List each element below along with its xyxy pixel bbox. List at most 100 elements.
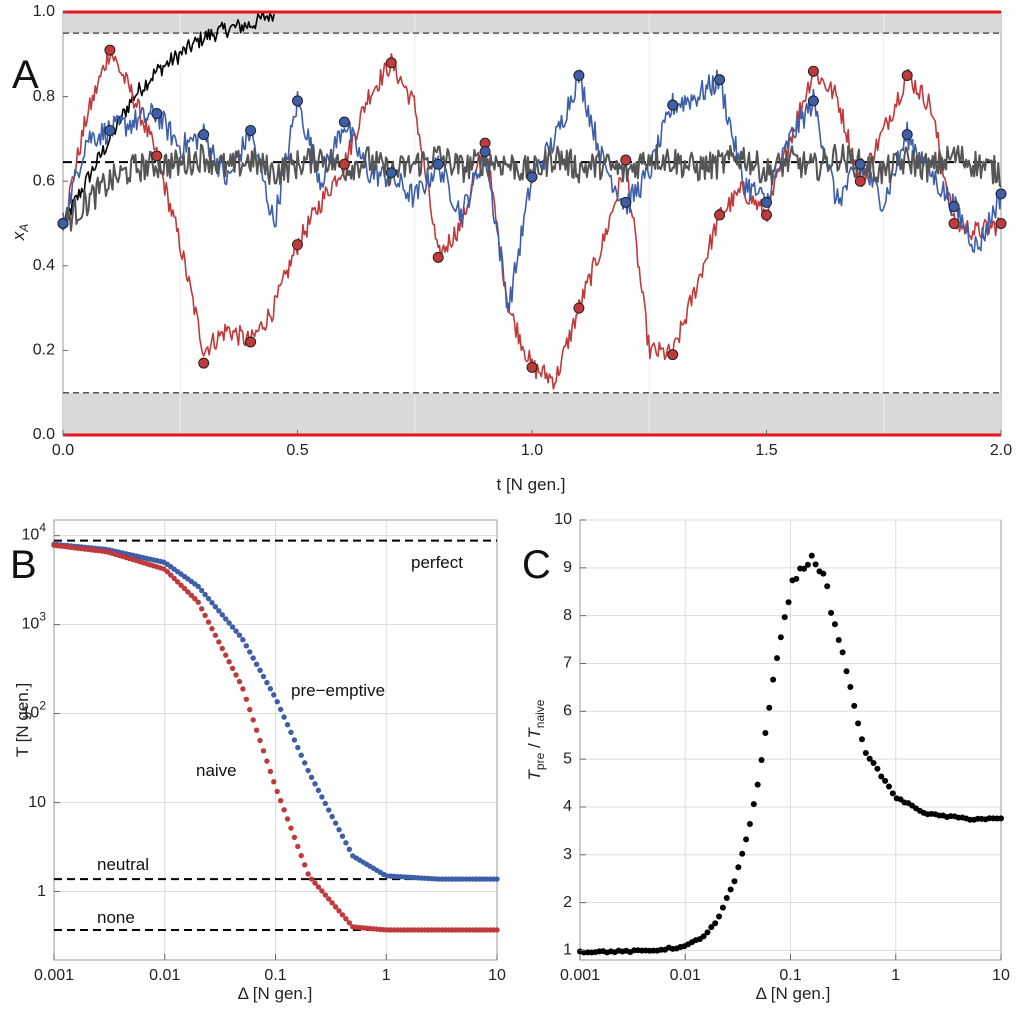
x-tick-label: 0.1 [779, 967, 801, 984]
red-point [178, 582, 184, 588]
y-tick-label: 3 [563, 846, 572, 863]
blue-point [274, 699, 280, 705]
panel-b-points [51, 541, 500, 933]
red-point [260, 748, 267, 754]
ratio-point [743, 836, 750, 843]
x-tick-label: 0.01 [149, 967, 180, 984]
red-point [308, 876, 315, 882]
blue-marker [620, 196, 632, 208]
panel-c-y-axis-label: Tpre / Tnaive [525, 699, 547, 780]
red-marker [526, 361, 538, 373]
blue-marker [948, 201, 960, 213]
blue-point [233, 628, 239, 634]
panel-a-letter: A [12, 53, 39, 97]
panel-a-shaded-bands [63, 12, 1001, 435]
blue-point [260, 673, 267, 680]
blue-marker [292, 95, 303, 107]
y-tick-label: 103 [22, 610, 47, 633]
blue-point [291, 737, 298, 743]
blue-point [315, 787, 322, 794]
ratio-point [793, 575, 800, 582]
red-point [209, 625, 215, 632]
red-point [216, 639, 222, 645]
red-point [212, 632, 219, 638]
red-point [250, 717, 256, 723]
ratio-point [858, 736, 865, 743]
y-tick-exponent: 2 [39, 699, 46, 713]
ratio-point [700, 933, 707, 940]
label-pre-emptive: pre−emptive [291, 681, 385, 700]
ratio-point [870, 759, 877, 766]
red-marker [995, 218, 1007, 229]
panel-c-grid [580, 519, 1001, 960]
red-point [205, 619, 212, 625]
panel-a-x-tick-labels: 0.0 0.5 1.0 1.5 2.0 [52, 430, 1012, 459]
blue-point [308, 774, 315, 780]
panel-b-grid [54, 520, 497, 960]
blue-point [229, 624, 236, 630]
red-point [174, 579, 181, 585]
blue-point [202, 591, 208, 598]
panel-a-y-axis-label: xA [9, 224, 31, 242]
red-marker [948, 218, 960, 229]
ratio-point [727, 886, 734, 893]
x-tick-label: 1 [891, 967, 900, 984]
blue-marker [854, 158, 866, 170]
red-marker [714, 209, 726, 221]
blue-point [319, 794, 325, 800]
ratio-point [712, 920, 719, 927]
red-trajectory [62, 51, 1002, 390]
ratio-point [998, 815, 1004, 822]
panel-c-x-tick-labels: 0.001 0.01 0.1 1 10 [560, 954, 1010, 984]
red-point [219, 645, 225, 652]
red-marker [338, 158, 350, 170]
red-marker [573, 302, 585, 314]
panel-a: 0.0 0.5 1.0 1.5 2.0 0.0 0.2 0.4 0.6 0.8 1.0 A t [… [9, 3, 1012, 494]
c-ylabel-s2: naive [533, 699, 547, 728]
y-tick-label: 1.0 [33, 3, 55, 20]
red-point [192, 595, 198, 602]
x-tick-label: 0.001 [34, 967, 74, 984]
ratio-point [889, 790, 896, 797]
y-tick-base: 10 [22, 705, 40, 722]
panel-b-y-axis-label: T [N gen.] [13, 683, 32, 757]
red-point [202, 612, 208, 619]
red-marker [620, 154, 632, 166]
x-tick-label: 10 [488, 967, 506, 984]
ratio-point [843, 668, 850, 675]
red-point [288, 825, 294, 831]
blue-marker [432, 158, 444, 170]
red-point [236, 678, 243, 685]
ratio-point [735, 864, 742, 871]
blue-marker [57, 218, 69, 229]
blue-trajectory [62, 69, 1002, 312]
red-point [277, 797, 284, 804]
panel-a-trajectories [62, 13, 1002, 390]
red-marker [807, 65, 819, 77]
blue-point [267, 686, 274, 692]
ratio-point [855, 720, 862, 727]
red-point [291, 834, 298, 841]
blue-point [226, 620, 232, 626]
blue-point [301, 760, 308, 766]
panel-c-points [577, 552, 1004, 956]
blue-marker [995, 188, 1007, 200]
red-point [329, 900, 335, 906]
y-tick-label: 10 [28, 794, 46, 811]
blue-point [277, 706, 284, 713]
blue-point [236, 632, 243, 638]
panel-b-letter: B [10, 543, 37, 587]
y-tick-label: 2 [563, 894, 572, 911]
upper-shaded-band [63, 12, 1001, 34]
blue-point [209, 599, 215, 606]
ratio-point [731, 878, 738, 885]
blue-point [322, 800, 328, 807]
blue-marker [198, 129, 210, 141]
blue-marker [385, 167, 397, 179]
y-tick-exponent: 3 [39, 610, 46, 624]
red-point [264, 758, 270, 764]
blue-marker [151, 108, 163, 120]
blue-point [312, 781, 318, 787]
red-point [274, 788, 280, 795]
blue-point [247, 649, 253, 655]
